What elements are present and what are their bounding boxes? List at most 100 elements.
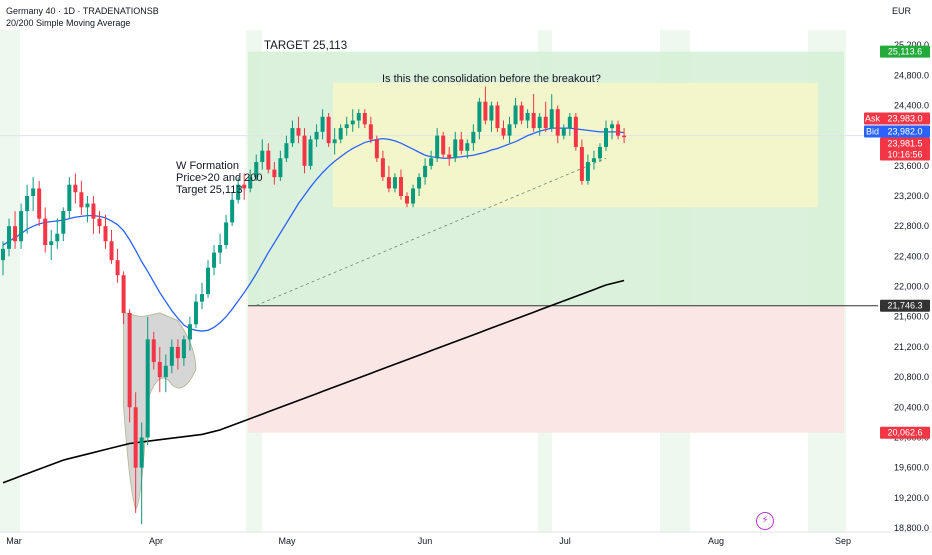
candle[interactable] (350, 109, 355, 132)
sma20-line[interactable] (2, 127, 625, 332)
w-formation-annotation-line-1[interactable]: W Formation (176, 160, 239, 172)
candle[interactable] (187, 316, 192, 351)
candle[interactable] (374, 135, 379, 163)
candle[interactable] (278, 150, 283, 181)
candle[interactable] (555, 105, 560, 144)
consolidation-annotation[interactable]: Is this the consolidation before the bre… (382, 73, 601, 85)
candle[interactable] (543, 101, 548, 132)
candle[interactable] (175, 339, 180, 370)
candle[interactable] (115, 248, 120, 283)
w-formation-annotation-line-2[interactable]: Price>20 and 200 (176, 172, 263, 184)
candle[interactable] (49, 229, 54, 261)
candle[interactable] (332, 128, 337, 155)
candle[interactable] (513, 97, 518, 129)
lightning-icon[interactable]: ⚡ (756, 512, 774, 530)
candle[interactable] (1, 241, 5, 276)
candle[interactable] (242, 173, 247, 200)
candle[interactable] (368, 116, 373, 144)
candle[interactable] (314, 124, 319, 147)
candle[interactable] (501, 120, 506, 140)
ask-tag[interactable]: Ask (864, 112, 881, 125)
candle[interactable] (248, 169, 253, 193)
candle[interactable] (362, 109, 367, 129)
candle[interactable] (459, 131, 464, 155)
candle[interactable] (67, 177, 72, 219)
candle[interactable] (133, 392, 138, 513)
candle[interactable] (61, 207, 66, 242)
candle[interactable] (380, 150, 385, 181)
candle[interactable] (447, 146, 452, 166)
countdown-badge[interactable]: 10:16:56 (880, 148, 930, 161)
candle[interactable] (19, 203, 24, 249)
candle[interactable] (308, 135, 313, 170)
candle[interactable] (25, 184, 30, 234)
candle[interactable] (579, 139, 584, 185)
candle[interactable] (326, 113, 331, 147)
candle[interactable] (284, 135, 289, 163)
candle[interactable] (79, 180, 84, 215)
candle[interactable] (567, 113, 572, 136)
candle[interactable] (290, 120, 295, 147)
target-price-badge[interactable]: 25,113.6 (880, 45, 930, 58)
candle[interactable] (91, 196, 96, 234)
candle[interactable] (585, 154, 590, 185)
candle[interactable] (109, 229, 114, 264)
candle[interactable] (483, 86, 488, 125)
candle[interactable] (193, 294, 198, 329)
candle[interactable] (441, 131, 446, 159)
stop-zone[interactable] (248, 305, 844, 433)
candle[interactable] (121, 271, 126, 325)
candle[interactable] (344, 116, 349, 136)
candle[interactable] (85, 196, 90, 223)
candle[interactable] (139, 422, 144, 525)
w-formation-annotation-line-3[interactable]: Target 25,113 (176, 184, 243, 196)
candle[interactable] (495, 101, 500, 132)
candle[interactable] (610, 120, 615, 140)
candle[interactable] (97, 211, 102, 234)
candle[interactable] (423, 158, 428, 185)
candle[interactable] (525, 109, 530, 129)
candle[interactable] (260, 139, 265, 170)
candle[interactable] (7, 218, 12, 257)
candle[interactable] (127, 309, 132, 423)
candle[interactable] (31, 177, 36, 212)
entry-price-badge[interactable]: 21,746.3 (880, 299, 930, 312)
candle[interactable] (429, 150, 434, 170)
candle[interactable] (477, 97, 482, 140)
candle[interactable] (471, 124, 476, 151)
candle[interactable] (145, 316, 150, 445)
candle[interactable] (169, 339, 174, 374)
candle[interactable] (597, 143, 602, 163)
candle[interactable] (392, 173, 397, 193)
candle[interactable] (591, 150, 596, 170)
candle[interactable] (356, 109, 361, 129)
candle[interactable] (302, 128, 307, 174)
candle[interactable] (296, 116, 301, 144)
bid-tag[interactable]: Bid (864, 125, 881, 138)
candle[interactable] (212, 245, 217, 276)
candle[interactable] (254, 154, 259, 181)
candle[interactable] (236, 177, 241, 204)
candle[interactable] (230, 192, 235, 227)
candle[interactable] (55, 218, 60, 249)
stop-price-badge[interactable]: 20,062.6 (880, 426, 930, 439)
candle[interactable] (157, 346, 162, 393)
candle[interactable] (163, 354, 168, 393)
candle[interactable] (266, 143, 271, 174)
candle[interactable] (405, 192, 410, 208)
candle[interactable] (411, 184, 416, 208)
candle[interactable] (465, 139, 470, 159)
sma200-line[interactable] (2, 279, 625, 484)
candle[interactable] (338, 124, 343, 144)
candle[interactable] (181, 335, 186, 366)
candle[interactable] (272, 162, 277, 185)
candle[interactable] (37, 180, 42, 227)
candle[interactable] (224, 214, 229, 249)
candle[interactable] (435, 128, 440, 163)
candle[interactable] (43, 207, 48, 253)
last-price-badge[interactable]: 23,981.5 (880, 137, 930, 150)
candle[interactable] (537, 113, 542, 136)
candle[interactable] (320, 109, 325, 140)
candle[interactable] (531, 94, 536, 132)
